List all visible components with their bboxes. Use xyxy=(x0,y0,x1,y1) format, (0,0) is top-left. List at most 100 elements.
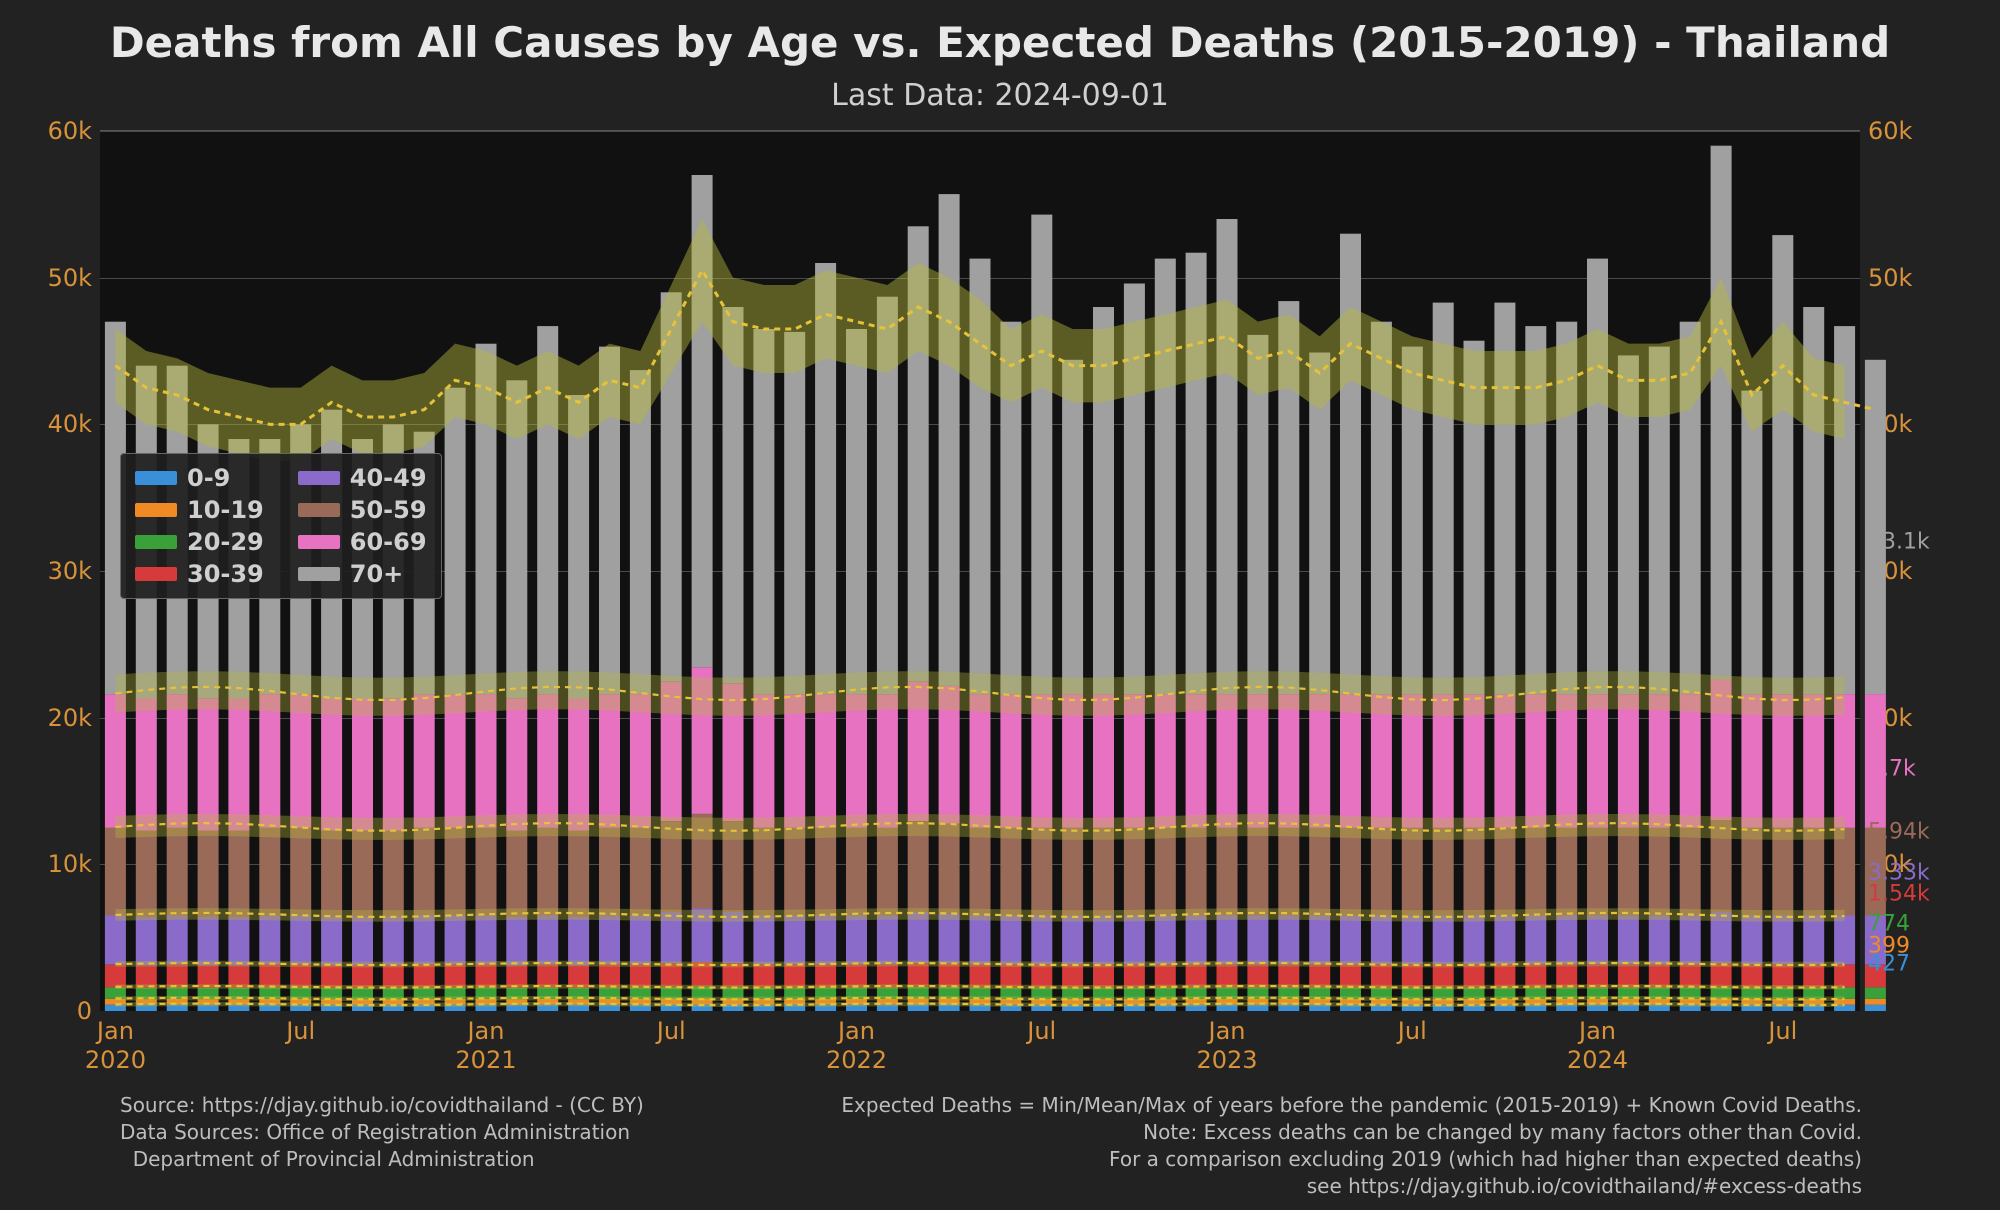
bar-segment xyxy=(1309,828,1330,916)
bar-segment xyxy=(537,828,558,916)
bar-segment xyxy=(1494,828,1515,916)
bar-segment xyxy=(537,965,558,988)
bar-segment xyxy=(1587,828,1608,916)
bar-segment xyxy=(506,699,527,831)
bar-segment xyxy=(599,916,620,965)
bar-segment xyxy=(1834,916,1855,965)
bar-segment xyxy=(1217,828,1238,916)
bar-segment xyxy=(136,699,157,831)
bar-segment xyxy=(383,831,404,918)
legend-item: 0-9 xyxy=(135,464,264,492)
bar-segment xyxy=(105,694,126,828)
bar-segment xyxy=(1494,965,1515,988)
bar-segment xyxy=(1093,828,1114,916)
chart-subtitle: Last Data: 2024-09-01 xyxy=(0,78,2000,113)
y-axis-tick: 60k xyxy=(32,117,92,145)
bar-segment xyxy=(1309,916,1330,965)
legend-label: 30-39 xyxy=(187,560,264,588)
bar-segment xyxy=(1556,916,1577,965)
bar-segment xyxy=(1772,965,1793,988)
bar-segment xyxy=(1587,965,1608,988)
bar-segment xyxy=(1680,828,1701,916)
bar-segment xyxy=(537,916,558,965)
legend: 0-940-4910-1950-5920-2960-6930-3970+ xyxy=(120,453,442,599)
bar-segment xyxy=(1031,215,1052,694)
bar-segment xyxy=(630,694,651,828)
expected-band xyxy=(115,984,1844,989)
bar-segment xyxy=(1340,965,1361,988)
bar-segment xyxy=(599,965,620,988)
bar-segment xyxy=(445,916,466,965)
bar-segment xyxy=(877,828,898,916)
footer-notes: Expected Deaths = Min/Mean/Max of years … xyxy=(841,1092,1862,1200)
bar-segment xyxy=(1556,828,1577,916)
bar-segment xyxy=(476,828,497,916)
bar-segment xyxy=(1618,694,1639,828)
y-axis-tick: 50k xyxy=(32,264,92,292)
bar-segment xyxy=(784,965,805,988)
x-axis-tick: Jul xyxy=(1027,1017,1056,1046)
bar-segment xyxy=(1402,828,1423,916)
y-axis-right-tick: 50k xyxy=(1868,264,1912,292)
bar-segment xyxy=(167,965,188,988)
bar-segment xyxy=(1741,828,1762,916)
bar-segment xyxy=(568,917,589,965)
expected-band xyxy=(115,961,1844,968)
x-axis-tick: Jan2023 xyxy=(1196,1017,1257,1075)
bar-segment xyxy=(228,699,249,831)
legend-item: 50-59 xyxy=(298,496,427,524)
bar-segment xyxy=(1803,916,1824,965)
bar-segment xyxy=(753,828,774,916)
bar-segment xyxy=(352,699,373,831)
bar-segment xyxy=(414,916,435,965)
bar-segment xyxy=(1772,916,1793,965)
bar-segment xyxy=(1464,916,1485,965)
x-axis-tick: Jan2021 xyxy=(455,1017,516,1075)
bar-segment xyxy=(877,916,898,965)
bar-segment xyxy=(1186,828,1207,916)
legend-item: 10-19 xyxy=(135,496,264,524)
chart-title: Deaths from All Causes by Age vs. Expect… xyxy=(0,18,2000,67)
x-axis-tick: Jan2024 xyxy=(1567,1017,1628,1075)
bar-segment xyxy=(1494,916,1515,965)
bar-segment xyxy=(476,916,497,965)
bar-segment xyxy=(259,965,280,988)
bar-segment xyxy=(846,965,867,988)
bar-segment xyxy=(1680,916,1701,965)
series-value-label: 427 xyxy=(1868,952,1910,977)
bar-segment xyxy=(1371,965,1392,988)
bar-segment xyxy=(1433,965,1454,988)
bar-segment xyxy=(259,828,280,916)
legend-swatch xyxy=(135,567,177,581)
bar-segment xyxy=(383,699,404,831)
legend-label: 10-19 xyxy=(187,496,264,524)
bar-segment xyxy=(1464,828,1485,916)
bar-segment xyxy=(1155,694,1176,828)
bar-segment xyxy=(1525,694,1546,828)
bar-segment xyxy=(1247,828,1268,916)
bar-segment xyxy=(1865,1005,1886,1011)
bar-segment xyxy=(1000,916,1021,965)
bar-segment xyxy=(1340,828,1361,916)
x-axis-tick: Jan2020 xyxy=(85,1017,146,1075)
bar-segment xyxy=(1124,828,1145,916)
expected-band xyxy=(115,996,1844,1001)
bar-segment xyxy=(1155,916,1176,965)
bar-segment xyxy=(198,699,219,831)
bar-segment xyxy=(1062,828,1083,916)
bar-segment xyxy=(846,916,867,965)
bar-segment xyxy=(228,831,249,918)
bar-segment xyxy=(1062,916,1083,965)
bar-segment xyxy=(290,694,311,828)
bar-segment xyxy=(445,694,466,828)
footer-source: Source: https://djay.github.io/covidthai… xyxy=(120,1092,644,1173)
legend-swatch xyxy=(135,471,177,485)
bar-segment xyxy=(1618,916,1639,965)
bar-segment xyxy=(1247,694,1268,828)
bar-segment xyxy=(846,694,867,828)
bar-segment xyxy=(815,694,836,828)
bar-segment xyxy=(1217,219,1238,694)
bar-segment xyxy=(167,828,188,916)
bar-segment xyxy=(1618,828,1639,916)
bar-segment xyxy=(105,965,126,988)
